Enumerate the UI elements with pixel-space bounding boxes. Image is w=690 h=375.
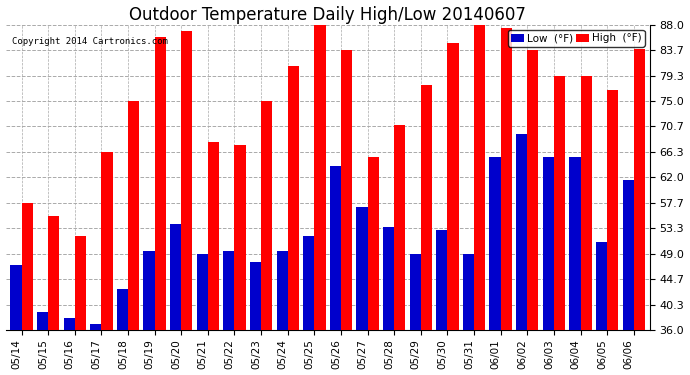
Bar xyxy=(128,101,139,330)
Bar xyxy=(10,266,21,330)
Bar xyxy=(277,251,288,330)
Bar xyxy=(527,50,538,330)
Bar xyxy=(117,289,128,330)
Bar xyxy=(75,236,86,330)
Bar xyxy=(288,66,299,330)
Bar xyxy=(607,90,618,330)
Bar xyxy=(235,145,246,330)
Bar xyxy=(489,157,501,330)
Bar xyxy=(63,318,75,330)
Bar xyxy=(554,76,565,330)
Bar xyxy=(341,50,352,330)
Bar xyxy=(315,25,326,330)
Bar xyxy=(90,324,101,330)
Bar xyxy=(543,157,554,330)
Bar xyxy=(101,152,112,330)
Bar xyxy=(181,31,193,330)
Bar xyxy=(421,86,432,330)
Bar xyxy=(622,180,633,330)
Bar xyxy=(383,227,394,330)
Bar xyxy=(261,101,273,330)
Bar xyxy=(394,125,405,330)
Bar xyxy=(447,43,459,330)
Bar xyxy=(474,25,485,330)
Bar xyxy=(155,37,166,330)
Bar xyxy=(37,312,48,330)
Bar xyxy=(463,254,474,330)
Title: Outdoor Temperature Daily High/Low 20140607: Outdoor Temperature Daily High/Low 20140… xyxy=(129,6,526,24)
Bar xyxy=(170,224,181,330)
Bar xyxy=(197,254,208,330)
Bar xyxy=(368,157,379,330)
Bar xyxy=(596,242,607,330)
Bar xyxy=(250,262,261,330)
Bar xyxy=(569,157,580,330)
Bar xyxy=(21,202,32,330)
Bar xyxy=(303,236,315,330)
Bar xyxy=(330,166,341,330)
Bar xyxy=(208,142,219,330)
Bar xyxy=(633,48,645,330)
Bar xyxy=(580,76,592,330)
Legend: Low  (°F), High  (°F): Low (°F), High (°F) xyxy=(508,30,644,46)
Bar xyxy=(48,216,59,330)
Bar xyxy=(224,251,235,330)
Bar xyxy=(357,207,368,330)
Bar xyxy=(410,254,421,330)
Bar xyxy=(501,28,512,330)
Bar xyxy=(436,230,447,330)
Bar xyxy=(144,251,155,330)
Text: Copyright 2014 Cartronics.com: Copyright 2014 Cartronics.com xyxy=(12,37,168,46)
Bar xyxy=(516,134,527,330)
